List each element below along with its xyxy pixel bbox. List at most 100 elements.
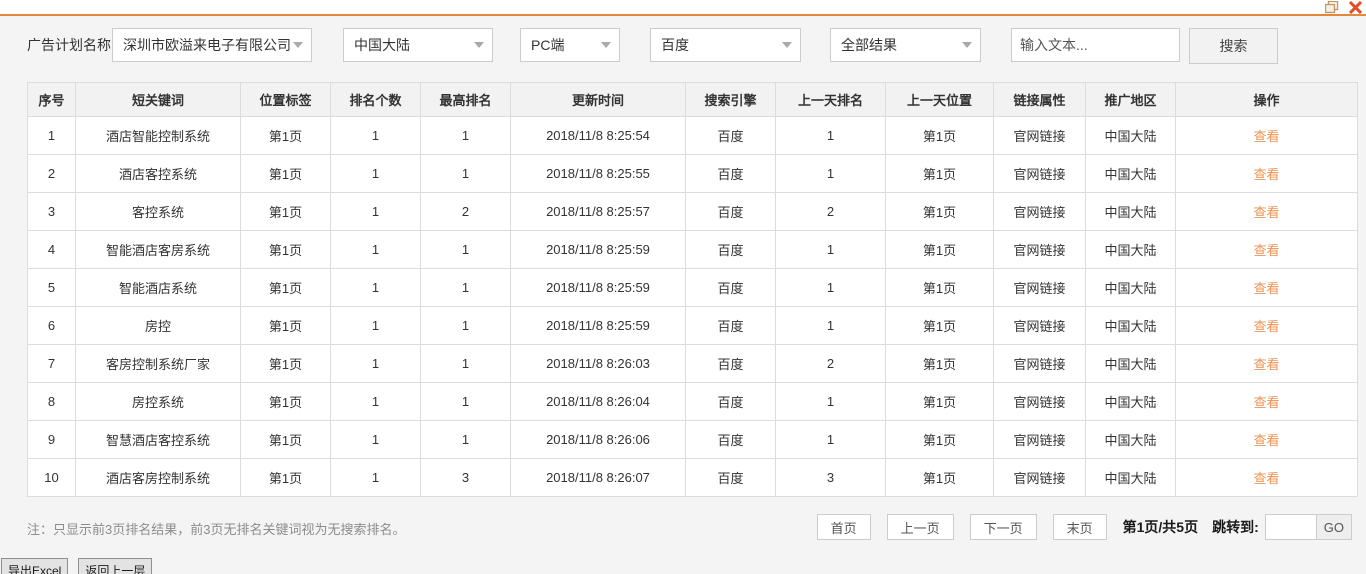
cell-keyword: 酒店客房控制系统 [75, 458, 241, 497]
search-input[interactable] [1011, 28, 1180, 62]
cell-engine: 百度 [685, 268, 776, 307]
cell-prev-pos: 第1页 [885, 344, 994, 383]
cell-link-type: 官网链接 [993, 268, 1086, 307]
cell-engine: 百度 [685, 458, 776, 497]
result-scope-dropdown[interactable]: 全部结果 [830, 28, 981, 62]
cell-rank-count: 1 [330, 420, 421, 459]
view-link[interactable]: 查看 [1253, 471, 1280, 486]
ad-plan-dropdown[interactable]: 深圳市欧溢来电子有限公司 [112, 28, 312, 62]
table-row: 6 房控 第1页 1 1 2018/11/8 8:25:59 百度 1 第1页 官网链接 中国大陆查… [27, 306, 1358, 345]
cell-region: 中国大陆 [1085, 458, 1176, 497]
table-row: 7 客房控制系统厂家 第1页 1 1 2018/11/8 8:26:03 百度 2 第1页 官网链… [27, 344, 1358, 383]
cell-rank-count: 1 [330, 268, 421, 307]
cell-prev-rank: 1 [775, 306, 886, 345]
cell-best-rank: 1 [420, 382, 511, 421]
chevron-down-icon [782, 42, 792, 48]
view-link[interactable]: 查看 [1253, 357, 1280, 372]
cell-region: 中国大陆 [1085, 344, 1176, 383]
cell-updated: 2018/11/8 8:26:06 [510, 420, 686, 459]
table-row: 2 酒店客控系统 第1页 1 1 2018/11/8 8:25:55 百度 1 第1页 官网链接中… [27, 154, 1358, 193]
cell-link-type: 官网链接 [993, 116, 1086, 155]
cell-rank-count: 1 [330, 306, 421, 345]
cell-best-rank: 2 [420, 192, 511, 231]
cell-engine: 百度 [685, 382, 776, 421]
cell-prev-rank: 1 [775, 420, 886, 459]
column-header: 最高排名 [420, 82, 511, 117]
cell-link-type: 官网链接 [993, 458, 1086, 497]
cell-link-type: 官网链接 [993, 344, 1086, 383]
view-link[interactable]: 查看 [1253, 281, 1280, 296]
last-page-button[interactable]: 末页 [1052, 514, 1107, 540]
chevron-down-icon [474, 42, 484, 48]
cell-keyword: 智能酒店客房系统 [75, 230, 241, 269]
device-dropdown[interactable]: PC端 [520, 28, 620, 62]
close-icon[interactable] [1348, 0, 1363, 15]
cell-region: 中国大陆 [1085, 306, 1176, 345]
restore-window-icon[interactable] [1324, 0, 1339, 14]
cell-pos-tag: 第1页 [240, 382, 331, 421]
jump-to-label: 跳转到: [1212, 519, 1259, 535]
cell-engine: 百度 [685, 420, 776, 459]
prev-page-button[interactable]: 上一页 [886, 514, 954, 540]
column-header: 搜索引擎 [685, 82, 776, 117]
cell-rank-count: 1 [330, 458, 421, 497]
go-button[interactable]: GO [1315, 514, 1352, 540]
action-cell: 查看 [1175, 306, 1358, 345]
cell-pos-tag: 第1页 [240, 344, 331, 383]
result-scope-dropdown-value: 全部结果 [841, 37, 897, 53]
table-header: 序号 短关键词 位置标签 排名个数 最高排名 更新时间 搜索引擎 上一天排名 上一天位置 链接属性… [27, 82, 1358, 117]
title-bar [0, 0, 1366, 15]
cell-region: 中国大陆 [1085, 420, 1176, 459]
back-button[interactable]: 返回上一层 [78, 558, 153, 574]
cell-link-type: 官网链接 [993, 306, 1086, 345]
cell-prev-rank: 2 [775, 192, 886, 231]
cell-prev-pos: 第1页 [885, 230, 994, 269]
column-header: 序号 [27, 82, 76, 117]
chevron-down-icon [962, 42, 972, 48]
cell-updated: 2018/11/8 8:26:07 [510, 458, 686, 497]
cell-keyword: 房控 [75, 306, 241, 345]
first-page-button[interactable]: 首页 [816, 514, 871, 540]
page-status: 第1页/共5页 [1122, 519, 1199, 535]
table-row: 5 智能酒店系统 第1页 1 1 2018/11/8 8:25:59 百度 1 第1页 官网链接中… [27, 268, 1358, 307]
view-link[interactable]: 查看 [1253, 395, 1280, 410]
engine-dropdown[interactable]: 百度 [650, 28, 801, 62]
cell-rank-count: 1 [330, 154, 421, 193]
column-header: 位置标签 [240, 82, 331, 117]
table-row: 10 酒店客房控制系统 第1页 1 3 2018/11/8 8:26:07 百度 3 第1页 官网… [27, 458, 1358, 497]
column-header: 更新时间 [510, 82, 686, 117]
cell-keyword: 酒店客控系统 [75, 154, 241, 193]
cell-pos-tag: 第1页 [240, 230, 331, 269]
cell-region: 中国大陆 [1085, 268, 1176, 307]
cell-engine: 百度 [685, 230, 776, 269]
cell-seq: 4 [27, 230, 76, 269]
window-controls [1324, 0, 1363, 15]
next-page-button[interactable]: 下一页 [969, 514, 1037, 540]
table-row: 8 房控系统 第1页 1 1 2018/11/8 8:26:04 百度 1 第1页 官网链接 中国大… [27, 382, 1358, 421]
view-link[interactable]: 查看 [1253, 129, 1280, 144]
cell-pos-tag: 第1页 [240, 306, 331, 345]
view-link[interactable]: 查看 [1253, 243, 1280, 258]
view-link[interactable]: 查看 [1253, 319, 1280, 334]
cell-best-rank: 1 [420, 306, 511, 345]
region-dropdown[interactable]: 中国大陆 [343, 28, 493, 62]
cell-engine: 百度 [685, 192, 776, 231]
cell-prev-pos: 第1页 [885, 420, 994, 459]
ad-plan-label: 广告计划名称: [27, 37, 115, 53]
cell-engine: 百度 [685, 344, 776, 383]
view-link[interactable]: 查看 [1253, 167, 1280, 182]
action-cell: 查看 [1175, 344, 1358, 383]
cell-seq: 2 [27, 154, 76, 193]
chevron-down-icon [601, 42, 611, 48]
cell-prev-rank: 1 [775, 116, 886, 155]
cell-seq: 1 [27, 116, 76, 155]
view-link[interactable]: 查看 [1253, 205, 1280, 220]
view-link[interactable]: 查看 [1253, 433, 1280, 448]
search-button[interactable]: 搜索 [1189, 28, 1278, 64]
jump-page-input[interactable] [1264, 514, 1317, 540]
cell-updated: 2018/11/8 8:25:54 [510, 116, 686, 155]
cell-seq: 10 [27, 458, 76, 497]
cell-link-type: 官网链接 [993, 382, 1086, 421]
column-header: 上一天位置 [885, 82, 994, 117]
export-excel-button[interactable]: 导出Excel [1, 558, 69, 574]
